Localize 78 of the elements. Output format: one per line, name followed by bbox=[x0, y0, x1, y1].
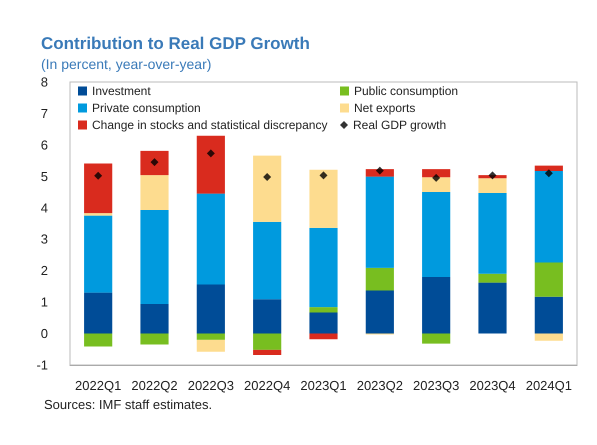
x-tick-label: 2023Q1 bbox=[300, 378, 347, 393]
y-tick-label: 6 bbox=[40, 137, 48, 152]
legend-label: Private consumption bbox=[92, 101, 201, 115]
bar bbox=[309, 228, 338, 308]
point bbox=[94, 172, 102, 180]
bar bbox=[140, 210, 169, 304]
bar bbox=[309, 312, 338, 334]
legend-label: Investment bbox=[92, 84, 152, 98]
point bbox=[488, 171, 496, 180]
bar bbox=[366, 176, 394, 268]
bar bbox=[84, 292, 112, 334]
x-tick-label: 2022Q2 bbox=[131, 378, 178, 393]
bar bbox=[422, 192, 450, 277]
bar bbox=[478, 178, 507, 193]
x-tick-label: 2023Q3 bbox=[413, 378, 460, 393]
source-note: Sources: IMF staff estimates. bbox=[44, 397, 212, 412]
bar bbox=[253, 156, 282, 222]
bar bbox=[196, 136, 225, 194]
y-tick-label: 3 bbox=[40, 232, 48, 247]
bar bbox=[366, 268, 394, 290]
bar bbox=[253, 334, 282, 350]
y-tick-label: -1 bbox=[36, 358, 48, 372]
bar bbox=[196, 340, 225, 352]
y-tick-label: 2 bbox=[40, 263, 48, 278]
y-tick-label: 7 bbox=[40, 106, 48, 121]
bar bbox=[253, 350, 282, 355]
chart-title: Contribution to Real GDP Growth bbox=[41, 34, 310, 53]
legend-label: Real GDP growth bbox=[353, 118, 446, 132]
x-tick-label: 2022Q4 bbox=[244, 378, 290, 393]
bar bbox=[140, 304, 169, 334]
bar bbox=[534, 166, 563, 171]
point bbox=[263, 172, 272, 181]
bar bbox=[534, 334, 563, 341]
bar bbox=[534, 170, 563, 262]
y-tick-label: 8 bbox=[40, 74, 48, 90]
x-tick-label: 2022Q3 bbox=[188, 378, 234, 393]
bar bbox=[84, 163, 112, 214]
bar bbox=[196, 284, 225, 334]
chart-subtitle: (In percent, year-over-year) bbox=[41, 56, 212, 72]
bar bbox=[478, 193, 507, 274]
bar bbox=[84, 216, 112, 293]
bar bbox=[534, 296, 563, 334]
bar bbox=[478, 274, 507, 283]
bar bbox=[422, 276, 450, 334]
bar bbox=[196, 334, 225, 340]
bar bbox=[253, 222, 282, 300]
y-tick-label: 5 bbox=[40, 168, 48, 184]
legend-label: Net exports bbox=[354, 101, 416, 115]
bar bbox=[478, 282, 507, 334]
point bbox=[376, 166, 384, 175]
y-tick-label: 1 bbox=[40, 294, 48, 310]
bar bbox=[422, 169, 450, 178]
point bbox=[432, 174, 440, 182]
bar bbox=[140, 175, 169, 210]
point bbox=[544, 169, 553, 178]
point bbox=[320, 171, 328, 180]
bar bbox=[309, 334, 338, 340]
bar bbox=[309, 307, 338, 312]
bar bbox=[140, 334, 169, 345]
bar bbox=[309, 170, 338, 228]
legend-label: Change in stocks and statistical discrepancy bbox=[92, 118, 328, 132]
bar bbox=[140, 150, 169, 176]
y-tick-label: 0 bbox=[40, 326, 48, 342]
bar bbox=[534, 262, 563, 297]
y-tick-label: 4 bbox=[40, 200, 48, 216]
bar bbox=[84, 334, 112, 346]
x-tick-label: 2024Q1 bbox=[526, 378, 572, 393]
legend-label: Public consumption bbox=[354, 84, 458, 98]
x-tick-label: 2022Q1 bbox=[75, 378, 122, 393]
bar bbox=[422, 334, 450, 344]
x-tick-label: 2023Q2 bbox=[356, 378, 403, 393]
bar bbox=[84, 213, 112, 216]
x-tick-label: 2023Q4 bbox=[469, 378, 516, 393]
bar bbox=[422, 177, 450, 192]
bar bbox=[366, 290, 394, 334]
bar bbox=[196, 194, 225, 284]
bar bbox=[253, 299, 282, 334]
point bbox=[206, 149, 215, 158]
